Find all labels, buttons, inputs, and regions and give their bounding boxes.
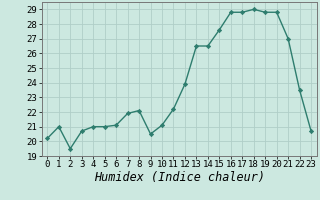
X-axis label: Humidex (Indice chaleur): Humidex (Indice chaleur) <box>94 171 265 184</box>
